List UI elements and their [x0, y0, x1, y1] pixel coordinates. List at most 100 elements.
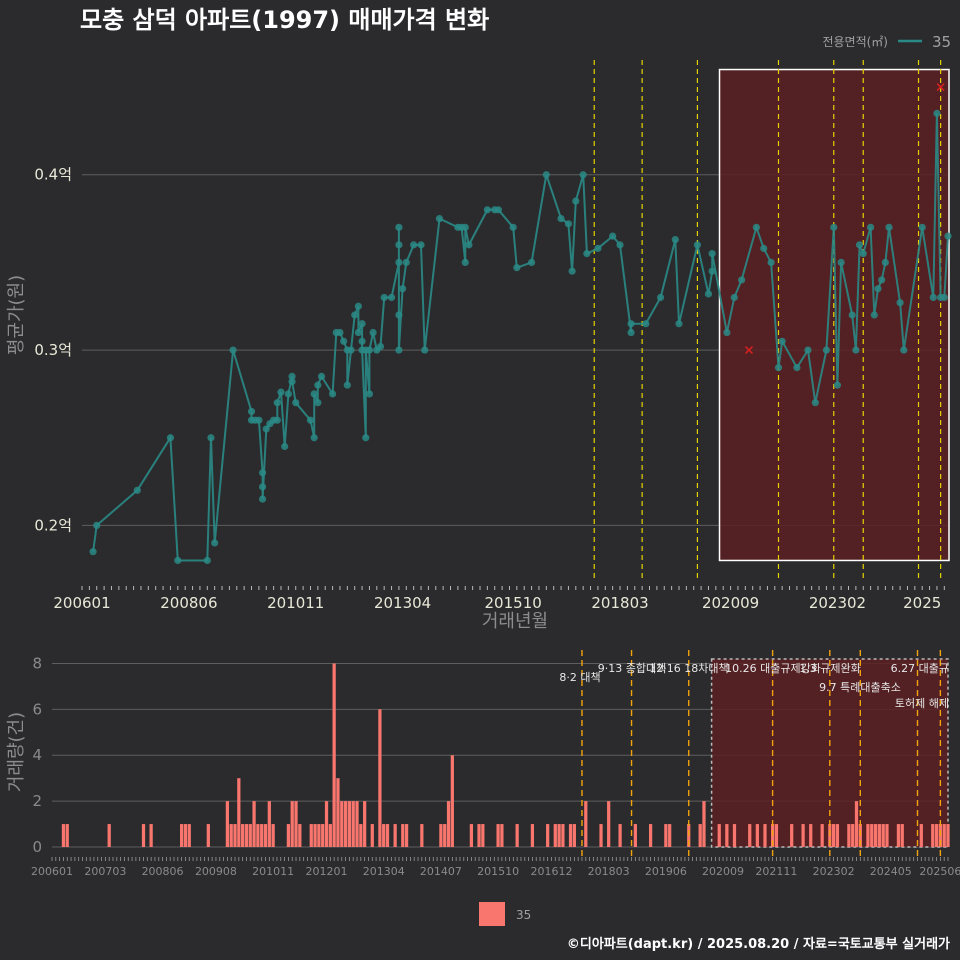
- data-point: [255, 416, 263, 424]
- volume-bar: [363, 801, 367, 847]
- volume-bar: [187, 824, 191, 847]
- data-point: [483, 206, 491, 214]
- volume-bar: [732, 824, 737, 847]
- data-point: [310, 390, 318, 398]
- data-point: [627, 320, 635, 328]
- data-point: [933, 109, 941, 117]
- volume-bar: [854, 801, 859, 847]
- volume-bar: [328, 824, 332, 847]
- data-point: [642, 320, 650, 328]
- volume-bar: [355, 801, 359, 847]
- data-point: [859, 250, 867, 258]
- volume-bar: [141, 824, 146, 847]
- volume-bar: [469, 824, 474, 847]
- data-point: [362, 434, 370, 442]
- volume-bar: [900, 824, 904, 847]
- volume-bar: [698, 824, 702, 847]
- volume-bar: [866, 824, 870, 847]
- volume-bar: [763, 824, 767, 847]
- volume-bar: [359, 824, 363, 847]
- volume-bar: [340, 801, 344, 847]
- volume-bar: [717, 824, 721, 847]
- y-tick-label: 8: [32, 654, 42, 672]
- data-point: [675, 320, 683, 328]
- data-point: [340, 337, 348, 345]
- data-point: [288, 378, 296, 386]
- data-point: [461, 258, 469, 266]
- volume-bar: [702, 801, 706, 847]
- data-point: [310, 434, 318, 442]
- volume-bar: [546, 824, 550, 847]
- x-tick-label: 200908: [195, 865, 237, 878]
- data-point: [288, 372, 296, 380]
- event-label: 10.26 대출규제강화: [725, 662, 821, 675]
- data-point: [760, 244, 768, 252]
- volume-bar: [260, 824, 264, 847]
- data-point: [609, 232, 617, 240]
- volume-bar: [271, 824, 275, 847]
- event-label: 토허제 해제: [895, 696, 949, 710]
- volume-bar: [477, 824, 481, 847]
- volume-bar: [229, 824, 233, 847]
- volume-bar: [439, 824, 443, 847]
- volume-bar: [317, 824, 321, 847]
- volume-bar: [568, 824, 573, 847]
- x-tick-label: 202302: [813, 865, 855, 878]
- y-axis-title: 거래량(건): [6, 712, 27, 792]
- y-tick-label: 0: [32, 838, 42, 856]
- cancelled-mark-stroke: [936, 83, 945, 92]
- volume-bar: [664, 824, 668, 847]
- legend-entry-35: 35: [932, 33, 951, 51]
- volume-bar: [820, 824, 824, 847]
- data-point: [354, 302, 362, 310]
- data-point: [314, 399, 322, 407]
- data-point: [527, 258, 536, 266]
- volume-bar: [870, 824, 874, 847]
- data-point: [793, 364, 801, 372]
- x-tick-label: 201803: [588, 865, 630, 878]
- volume-bar: [256, 824, 260, 847]
- volume-bar: [885, 824, 889, 847]
- volume-bar: [847, 824, 851, 847]
- data-point: [306, 416, 315, 424]
- data-point: [830, 223, 838, 231]
- data-point: [774, 364, 783, 372]
- data-point: [358, 320, 366, 328]
- volume-bar: [561, 824, 565, 847]
- volume-bar: [385, 824, 390, 847]
- cancelled-mark-stroke: [744, 346, 754, 355]
- x-tick-label: 201304: [374, 594, 431, 612]
- volume-bar: [831, 824, 836, 847]
- volume-bar: [755, 824, 759, 847]
- data-point: [837, 258, 845, 266]
- x-tick-label: 200601: [53, 594, 110, 612]
- volume-bar: [298, 824, 302, 847]
- data-point: [351, 311, 359, 319]
- legend-entry-35: 35: [516, 908, 531, 922]
- volume-bar: [309, 824, 313, 847]
- volume-bar: [530, 824, 535, 847]
- volume-bar: [809, 824, 813, 847]
- x-tick-label: 201011: [252, 865, 294, 878]
- x-tick-label: 200601: [31, 865, 73, 878]
- data-point: [881, 258, 889, 266]
- volume-bar: [790, 824, 794, 847]
- volume-bar: [183, 824, 188, 847]
- x-axis-title: 거래년월: [482, 611, 548, 632]
- volume-bar: [244, 824, 249, 847]
- data-point: [627, 328, 635, 337]
- volume-bar: [572, 824, 576, 847]
- data-point: [229, 346, 237, 354]
- data-point: [292, 399, 300, 407]
- volume-bar: [801, 824, 805, 847]
- x-tick-label: 2025: [903, 594, 941, 612]
- x-tick-label: 201201: [306, 865, 348, 878]
- data-point: [277, 388, 285, 396]
- data-point: [258, 469, 267, 477]
- data-point: [852, 346, 860, 354]
- data-point: [461, 223, 469, 231]
- x-tick-label: 201906: [645, 865, 687, 878]
- x-tick-label: 201407: [420, 865, 462, 878]
- x-tick-label: 202506: [919, 865, 960, 878]
- data-point: [465, 241, 473, 249]
